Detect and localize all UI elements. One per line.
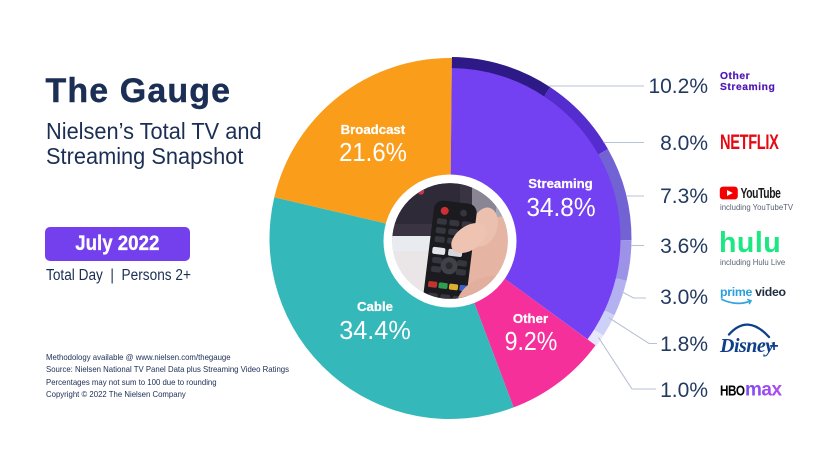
- svg-text:max: max: [745, 380, 782, 400]
- svg-text:Disney: Disney: [719, 335, 774, 357]
- svg-text:YouTube: YouTube: [741, 186, 781, 201]
- svg-text:HBO: HBO: [720, 382, 745, 398]
- svg-text:+: +: [770, 338, 779, 355]
